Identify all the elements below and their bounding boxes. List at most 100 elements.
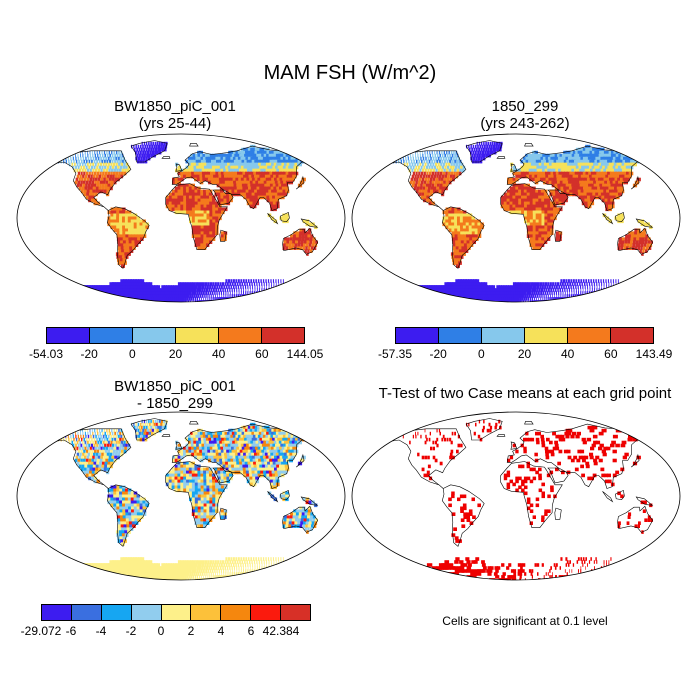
grid-cell (266, 198, 271, 203)
grid-cell (624, 174, 629, 179)
grid-cell (544, 282, 548, 286)
grid-cell (607, 300, 622, 302)
grid-cell (231, 153, 236, 158)
grid-cell (535, 198, 539, 203)
grid-cell (481, 153, 484, 158)
grid-cell (525, 297, 528, 301)
grid-cell (265, 156, 271, 161)
grid-cell (627, 240, 630, 244)
grid-cell (489, 147, 493, 152)
grid-cell (209, 282, 213, 286)
grid-cell (609, 171, 615, 176)
grid-cell (280, 165, 285, 170)
grid-cell (576, 153, 581, 158)
grid-cell (532, 150, 536, 155)
grid-cell (176, 294, 179, 298)
grid-cell (86, 291, 93, 295)
grid-cell (162, 291, 166, 295)
grid-cell (251, 153, 256, 158)
grid-cell (508, 288, 512, 292)
grid-cell (303, 434, 309, 439)
grid-cell (297, 282, 299, 286)
grid-cell (525, 165, 530, 170)
grid-cell (80, 153, 81, 158)
grid-cell (148, 153, 151, 158)
grid-cell (593, 171, 598, 176)
grid-cell (159, 288, 164, 292)
grid-cell (226, 198, 231, 203)
grid-cell (94, 180, 97, 185)
grid-cell (216, 159, 220, 164)
grid-cell (203, 195, 207, 200)
grid-cell (224, 431, 229, 436)
grid-cell (208, 162, 213, 167)
grid-cell (118, 171, 121, 176)
grid-cell (136, 282, 141, 286)
grid-cell (563, 150, 568, 155)
grid-cell (180, 285, 184, 289)
grid-cell (524, 207, 528, 212)
grid-cell (558, 201, 563, 206)
grid-cell (230, 285, 233, 289)
grid-cell (520, 168, 525, 173)
grid-cell (254, 195, 259, 200)
grid-cell (453, 171, 456, 176)
grid-cell (184, 297, 187, 301)
grid-cell (253, 183, 257, 188)
grid-cell (107, 216, 111, 221)
grid-cell (243, 192, 247, 197)
grid-cell (429, 300, 444, 302)
grid-cell (566, 288, 568, 292)
grid-cell (107, 171, 110, 176)
grid-cell (222, 434, 227, 439)
grid-cell (139, 234, 144, 238)
grid-cell (489, 285, 493, 289)
grid-cell (126, 282, 131, 286)
grid-cell (500, 141, 503, 146)
grid-cell (212, 228, 216, 233)
grid-cell (582, 162, 587, 167)
grid-cell (524, 216, 528, 221)
grid-cell (250, 422, 256, 427)
grid-cell (542, 291, 545, 295)
grid-cell (252, 285, 253, 289)
grid-cell (567, 291, 568, 295)
grid-cell (589, 294, 592, 298)
grid-cell (496, 141, 498, 146)
grid-cell (257, 168, 262, 173)
grid-cell (190, 162, 195, 167)
grid-cell (212, 431, 216, 436)
grid-cell (468, 213, 473, 218)
grid-cell (538, 198, 542, 203)
grid-cell (308, 228, 312, 233)
grid-cell (196, 288, 199, 292)
grid-cell (209, 222, 213, 227)
grid-cell (234, 431, 239, 436)
grid-cell (452, 243, 457, 247)
grid-cell (541, 228, 545, 233)
grid-cell (282, 165, 288, 170)
grid-cell (250, 183, 255, 188)
grid-cell (493, 294, 498, 298)
grid-cell (591, 294, 594, 298)
grid-cell (230, 156, 235, 161)
grid-cell (82, 174, 85, 179)
grid-cell (618, 297, 627, 301)
grid-cell (444, 297, 453, 301)
grid-cell (418, 192, 422, 197)
grid-cell (275, 174, 281, 179)
grid-cell (538, 207, 542, 212)
grid-cell (288, 282, 289, 286)
grid-cell (137, 279, 142, 283)
grid-cell (151, 422, 154, 427)
grid-cell (284, 291, 287, 295)
grid-cell (526, 195, 531, 200)
grid-cell (226, 431, 231, 436)
grid-cell (575, 165, 580, 170)
grid-cell (542, 174, 547, 179)
grid-cell (636, 234, 640, 238)
grid-cell (219, 431, 224, 436)
grid-cell (202, 282, 205, 286)
grid-cell (119, 228, 123, 233)
grid-cell (623, 246, 626, 250)
